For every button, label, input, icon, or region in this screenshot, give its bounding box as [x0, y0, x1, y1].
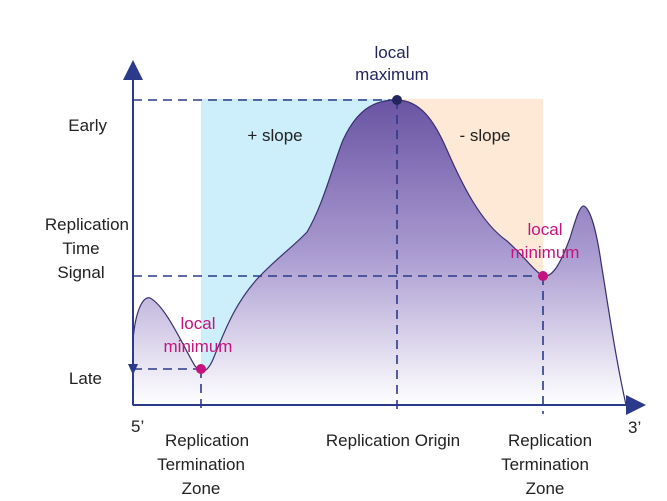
left-zone-label-line-2: Termination	[157, 455, 245, 474]
y-axis-early-label: Early	[68, 116, 107, 135]
positive-slope-label: + slope	[247, 126, 302, 145]
origin-label: Replication Origin	[326, 431, 460, 450]
local-max-label-line-2: maximum	[355, 65, 429, 84]
local-min-right-label-line-1: local	[528, 220, 563, 239]
right-zone-label-line-2: Termination	[501, 455, 589, 474]
y-axis-title-line-2: Time	[62, 239, 99, 258]
local-min-right-label-line-2: minimum	[511, 243, 580, 262]
local-min-left-label-line-2: minimum	[164, 337, 233, 356]
y-axis-title-line-3: Signal	[57, 263, 104, 282]
right-zone-label-line-1: Replication	[508, 431, 592, 450]
left-zone-label-line-1: Replication	[165, 431, 249, 450]
y-axis-title-line-1: Replication	[45, 215, 129, 234]
local-min-left-label-line-1: local	[181, 314, 216, 333]
local-max-label-line-1: local	[375, 43, 410, 62]
x-axis-end-label: 3’	[628, 418, 641, 437]
x-axis-start-label: 5’	[131, 417, 144, 436]
local-max-marker	[392, 95, 402, 105]
local-min-right-marker	[538, 271, 548, 281]
y-axis-late-label: Late	[69, 369, 102, 388]
right-zone-label-line-3: Zone	[526, 479, 565, 498]
negative-slope-label: - slope	[459, 126, 510, 145]
local-min-left-marker	[196, 364, 206, 374]
left-zone-label-line-3: Zone	[182, 479, 221, 498]
